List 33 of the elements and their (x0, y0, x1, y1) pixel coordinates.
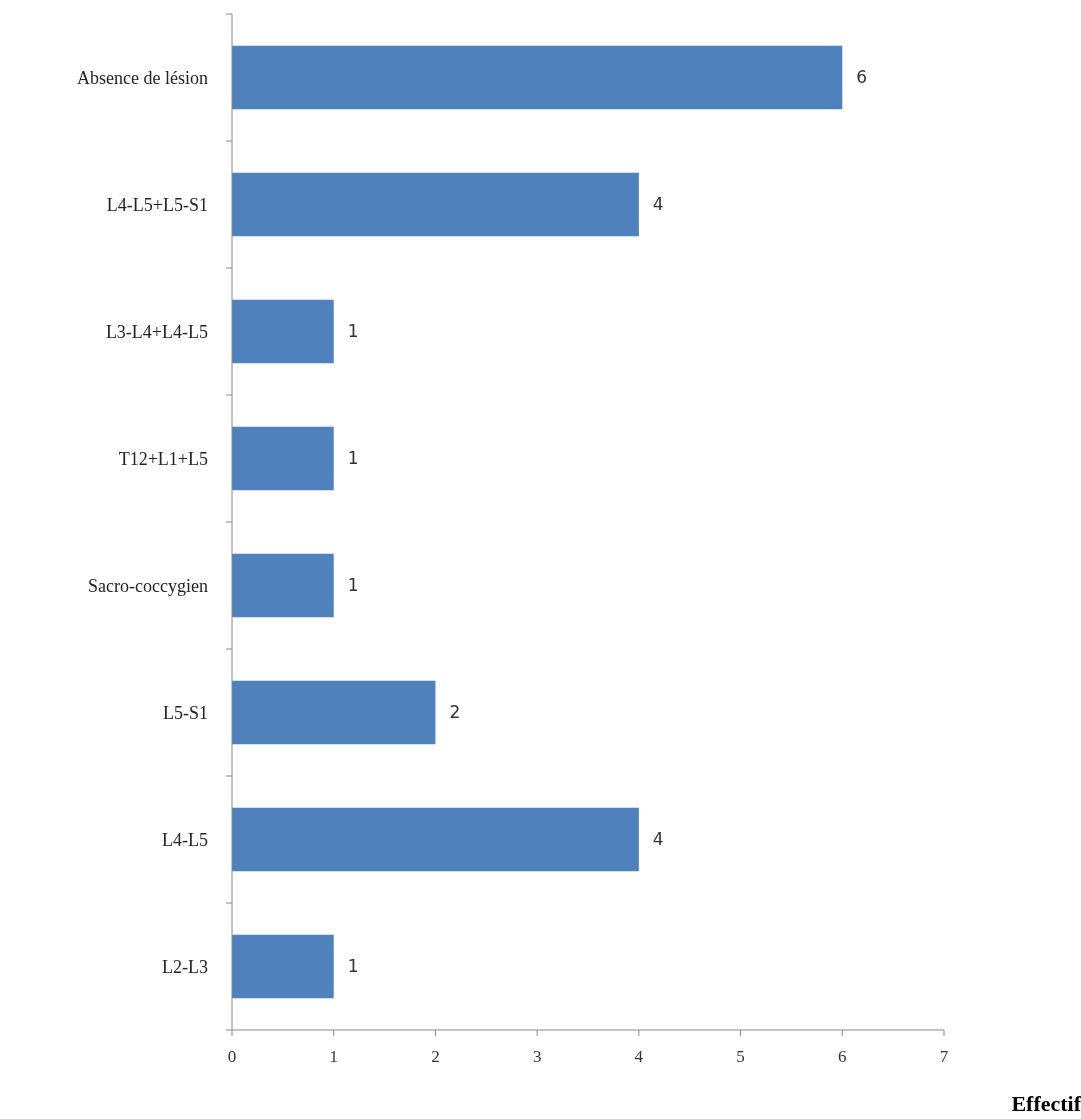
data-label: 4 (652, 829, 664, 850)
x-tick-label: 2 (431, 1047, 440, 1066)
x-tick-label: 1 (329, 1047, 338, 1066)
data-label: 2 (449, 702, 461, 723)
x-axis-title: Effectif (1011, 1091, 1081, 1116)
bar (232, 680, 436, 745)
data-label: 6 (856, 67, 868, 88)
bar (232, 426, 334, 491)
data-label: 1 (347, 321, 359, 342)
bar (232, 807, 639, 872)
bar (232, 934, 334, 999)
y-tick-label: Sacro-coccygien (88, 575, 208, 596)
bar (232, 172, 639, 237)
y-tick-label: T12+L1+L5 (118, 448, 208, 469)
bar (232, 45, 843, 110)
data-label: 1 (347, 956, 359, 977)
data-label: 1 (347, 575, 359, 596)
y-tick-label: L2-L3 (162, 956, 208, 977)
x-tick-label: 4 (634, 1047, 644, 1066)
y-tick-label: Absence de lésion (77, 67, 208, 88)
data-label: 4 (652, 194, 664, 215)
x-tick-label: 0 (227, 1047, 237, 1066)
data-label: 1 (347, 448, 359, 469)
y-tick-label: L3-L4+L4-L5 (105, 321, 208, 342)
y-tick-label: L4-L5 (162, 829, 208, 850)
y-tick-label: L5-S1 (163, 702, 208, 723)
x-tick-label: 6 (838, 1047, 847, 1066)
x-tick-label: 3 (532, 1047, 542, 1066)
x-tick-label: 7 (939, 1047, 949, 1066)
x-tick-label: 5 (736, 1047, 745, 1066)
y-tick-label: L4-L5+L5-S1 (106, 194, 208, 215)
bar (232, 299, 334, 364)
bar (232, 553, 334, 618)
